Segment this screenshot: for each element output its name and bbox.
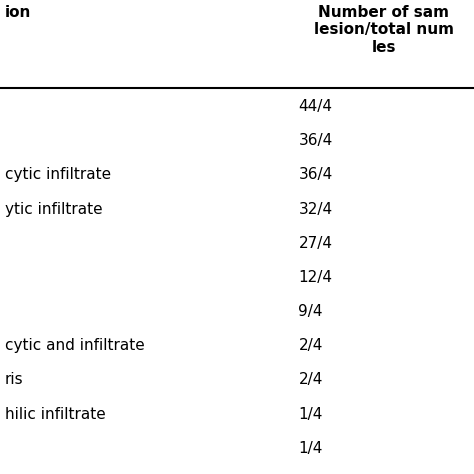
Text: 9/4: 9/4 bbox=[299, 304, 323, 319]
Text: ytic infiltrate: ytic infiltrate bbox=[5, 201, 102, 217]
Text: 36/4: 36/4 bbox=[299, 133, 333, 148]
Text: ris: ris bbox=[5, 373, 23, 387]
Text: 27/4: 27/4 bbox=[299, 236, 332, 251]
Text: 12/4: 12/4 bbox=[299, 270, 332, 285]
Text: cytic infiltrate: cytic infiltrate bbox=[5, 167, 111, 182]
Text: 2/4: 2/4 bbox=[299, 338, 323, 353]
Text: 32/4: 32/4 bbox=[299, 201, 333, 217]
Text: ion: ion bbox=[5, 5, 31, 20]
Text: 1/4: 1/4 bbox=[299, 407, 323, 422]
Text: 2/4: 2/4 bbox=[299, 373, 323, 387]
Text: hilic infiltrate: hilic infiltrate bbox=[5, 407, 106, 422]
Text: 44/4: 44/4 bbox=[299, 99, 332, 114]
Text: Number of sam
lesion/total num
les: Number of sam lesion/total num les bbox=[314, 5, 454, 55]
Text: cytic and infiltrate: cytic and infiltrate bbox=[5, 338, 145, 353]
Text: 1/4: 1/4 bbox=[299, 441, 323, 456]
Text: 36/4: 36/4 bbox=[299, 167, 333, 182]
